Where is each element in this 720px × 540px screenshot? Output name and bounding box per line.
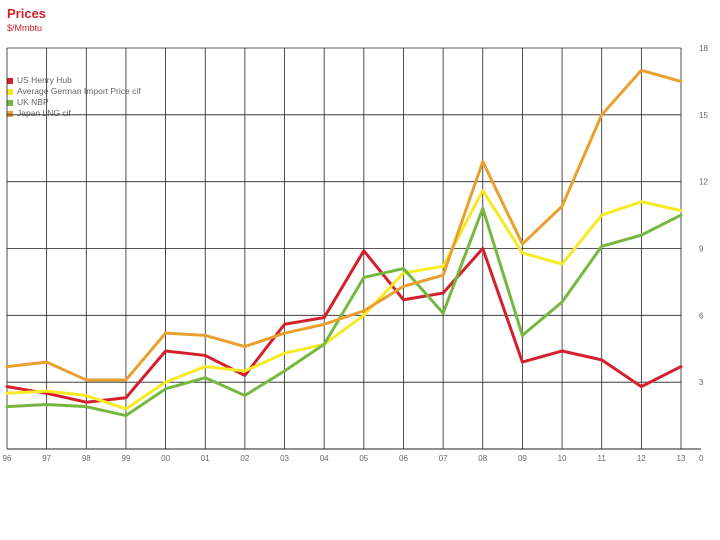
x-tick-label: 06 xyxy=(399,454,408,463)
x-tick-label: 97 xyxy=(42,454,51,463)
legend-item: Japan LNG cif xyxy=(7,108,141,119)
series-line xyxy=(5,189,683,411)
y-tick-label: 12 xyxy=(699,178,708,187)
legend: US Henry Hub Average German Import Price… xyxy=(7,75,141,119)
legend-label: US Henry Hub xyxy=(17,75,72,85)
legend-label: Average German Import Price cif xyxy=(17,86,141,96)
series-line xyxy=(5,206,683,418)
x-tick-label: 00 xyxy=(161,454,170,463)
x-tick-label: 03 xyxy=(280,454,289,463)
legend-item: US Henry Hub xyxy=(7,75,141,86)
x-tick-label: 96 xyxy=(3,454,12,463)
chart-title: Prices xyxy=(7,6,47,21)
legend-label: UK NBP xyxy=(17,97,49,107)
legend-label: Japan LNG cif xyxy=(17,108,71,118)
y-tick-label: 3 xyxy=(699,378,704,387)
x-tick-label: 12 xyxy=(637,454,646,463)
y-tick-label: 0 xyxy=(699,454,704,463)
x-tick-label: 13 xyxy=(677,454,686,463)
series-line xyxy=(5,247,683,404)
y-tick-label: 9 xyxy=(699,245,704,254)
x-tick-label: 05 xyxy=(359,454,368,463)
legend-swatch xyxy=(7,77,13,84)
y-tick-label: 15 xyxy=(699,111,708,120)
y-tick-label: 6 xyxy=(699,311,704,320)
x-tick-label: 02 xyxy=(240,454,249,463)
x-tick-label: 04 xyxy=(320,454,329,463)
legend-item: Average German Import Price cif xyxy=(7,86,141,97)
x-tick-label: 07 xyxy=(439,454,448,463)
x-tick-label: 09 xyxy=(518,454,527,463)
x-tick-label: 99 xyxy=(121,454,130,463)
x-tick-label: 10 xyxy=(558,454,567,463)
x-tick-label: 08 xyxy=(478,454,487,463)
legend-swatch xyxy=(7,99,13,106)
series-line xyxy=(5,68,683,382)
legend-swatch xyxy=(7,88,13,95)
legend-item: UK NBP xyxy=(7,97,141,108)
x-tick-label: 01 xyxy=(201,454,210,463)
x-tick-label: 98 xyxy=(82,454,91,463)
chart-subtitle: $/Mmbtu xyxy=(7,23,43,33)
legend-swatch xyxy=(7,110,13,117)
y-tick-label: 18 xyxy=(699,44,708,53)
x-tick-label: 11 xyxy=(598,454,607,463)
